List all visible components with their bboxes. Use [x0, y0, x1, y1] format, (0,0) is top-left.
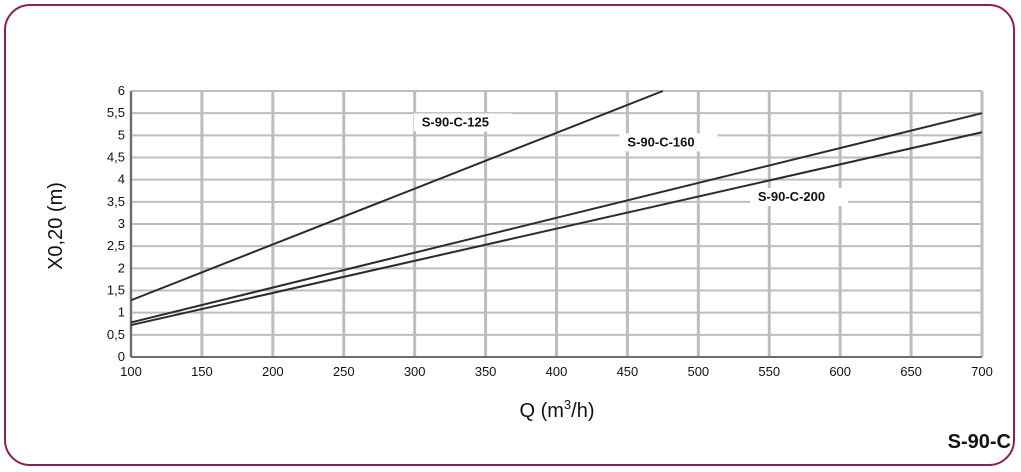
x-tick-label: 450: [617, 364, 639, 379]
y-tick-label: 1: [118, 305, 125, 320]
x-tick-label: 150: [191, 364, 213, 379]
x-tick-label: 200: [262, 364, 284, 379]
series-line-s-90-c-200: [130, 131, 983, 327]
chart-frame: [4, 4, 1015, 466]
y-tick-label: 5: [118, 127, 125, 142]
y-tick-label: 2,5: [107, 238, 125, 253]
x-tick-label: 600: [829, 364, 851, 379]
y-tick-label: 4,5: [107, 150, 125, 165]
series-label-background: [413, 113, 512, 132]
grid: [129, 90, 984, 358]
series-label-text: S-90-C-160: [627, 134, 694, 149]
x-axis-title-main: Q (m: [519, 400, 563, 422]
x-tick-label: 250: [333, 364, 355, 379]
x-tick-label: 300: [404, 364, 426, 379]
model-badge: S-90-C: [947, 431, 1011, 453]
x-tick-label: 500: [687, 364, 709, 379]
tick-labels: 100 150 200 250 300 350 400 450 500 550 600 650 7000…: [107, 83, 993, 379]
series-line-s-90-c-125: [130, 90, 664, 302]
x-axis-title-sup: 3: [564, 397, 571, 412]
x-tick-label: 350: [475, 364, 497, 379]
series-label-s-90-c-160: S-90-C-160: [619, 133, 718, 152]
series-label-s-90-c-125: S-90-C-125: [413, 113, 512, 132]
y-tick-label: 6: [118, 83, 125, 98]
x-tick-label: 650: [900, 364, 922, 379]
series-lines: [130, 90, 983, 327]
series-label-background: [619, 133, 718, 152]
y-tick-label: 3,5: [107, 194, 125, 209]
y-tick-label: 2: [118, 260, 125, 275]
y-tick-label: 1,5: [107, 283, 125, 298]
y-tick-label: 0,5: [107, 327, 125, 342]
series-label-s-90-c-200: S-90-C-200: [749, 187, 848, 206]
x-axis-title-end: /h): [571, 400, 594, 422]
x-tick-label: 700: [971, 364, 993, 379]
y-tick-label: 0: [118, 349, 125, 364]
x-tick-label: 100: [120, 364, 142, 379]
series-labels: S-90-C-125 S-90-C-160 S-90-C-200: [413, 113, 848, 206]
y-axis-title: X0,20 (m): [45, 182, 67, 270]
x-tick-label: 550: [758, 364, 780, 379]
y-tick-label: 4: [118, 172, 125, 187]
x-axis-title: Q (m3/h): [519, 397, 594, 422]
series-label-background: [749, 187, 848, 206]
x-tick-label: 400: [546, 364, 568, 379]
y-tick-label: 5,5: [107, 105, 125, 120]
y-tick-label: 3: [118, 216, 125, 231]
series-line-s-90-c-160: [130, 112, 983, 324]
axes: [130, 91, 982, 358]
series-label-text: S-90-C-200: [758, 189, 825, 204]
series-label-text: S-90-C-125: [422, 114, 489, 129]
